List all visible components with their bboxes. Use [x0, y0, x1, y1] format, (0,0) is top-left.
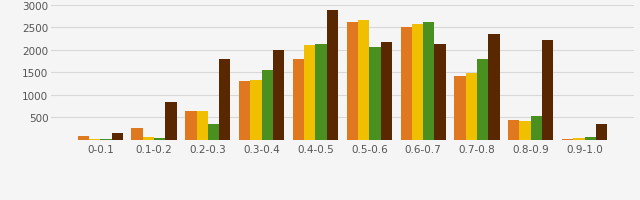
Bar — [143, 138, 154, 140]
Bar — [584, 138, 596, 140]
Bar — [131, 128, 143, 140]
Bar — [542, 41, 554, 140]
Bar — [508, 120, 520, 140]
Bar — [239, 82, 250, 140]
Bar — [154, 138, 165, 140]
Bar — [77, 136, 89, 140]
Bar — [454, 76, 466, 140]
Bar — [316, 45, 327, 140]
Bar — [186, 111, 196, 140]
Bar — [573, 139, 584, 140]
Bar — [165, 102, 177, 140]
Bar — [111, 133, 123, 140]
Bar — [381, 43, 392, 140]
Bar — [562, 139, 573, 140]
Bar — [520, 122, 531, 140]
Bar — [466, 73, 477, 140]
Bar — [327, 11, 338, 140]
Bar — [435, 44, 445, 140]
Bar — [477, 60, 488, 140]
Bar — [273, 51, 284, 140]
Bar — [208, 124, 219, 140]
Bar — [412, 25, 423, 140]
Bar — [423, 23, 435, 140]
Bar — [401, 28, 412, 140]
Bar — [196, 112, 208, 140]
Bar — [304, 45, 316, 140]
Bar — [488, 35, 499, 140]
Bar — [531, 116, 542, 140]
Bar — [358, 21, 369, 140]
Bar — [219, 60, 230, 140]
Bar — [262, 71, 273, 140]
Bar — [369, 48, 381, 140]
Bar — [347, 23, 358, 140]
Bar — [293, 60, 304, 140]
Bar — [596, 125, 607, 140]
Bar — [250, 80, 262, 140]
